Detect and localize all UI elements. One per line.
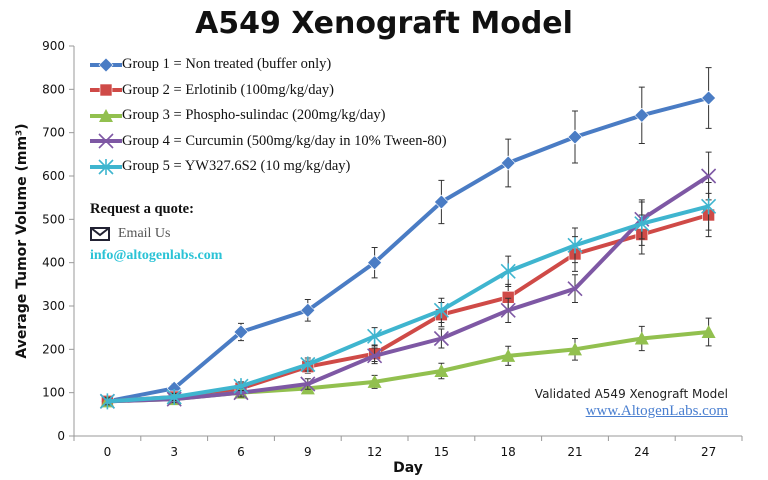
x-tick-label: 21	[567, 445, 582, 459]
square-marker	[99, 83, 113, 97]
x-tick-label: 3	[170, 445, 178, 459]
y-tick-label: 800	[42, 82, 65, 96]
x-tick-label: 15	[434, 445, 449, 459]
quote-box: Request a quote: Email Us info@altogenla…	[90, 201, 222, 264]
legend-swatch	[90, 133, 122, 149]
email-link[interactable]: Email Us	[90, 226, 222, 242]
star-marker	[233, 378, 249, 395]
legend-item: Group 2 = Erlotinib (100mg/kg/day)	[90, 78, 447, 104]
star-marker	[98, 158, 114, 175]
triangle-marker	[99, 108, 113, 122]
star-marker	[701, 198, 717, 215]
y-tick-label: 300	[42, 299, 65, 313]
diamond-marker	[98, 57, 114, 73]
watermark: Validated A549 Xenograft Model www.Altog…	[535, 387, 728, 420]
series-line	[107, 96, 710, 404]
y-tick-label: 600	[42, 169, 65, 183]
diamond-marker	[701, 90, 717, 106]
diamond-marker	[300, 302, 316, 318]
email-label: Email Us	[118, 226, 171, 241]
x-marker	[433, 330, 449, 347]
x-axis-label: Day	[393, 460, 423, 476]
series-line	[107, 204, 710, 404]
star-marker	[634, 215, 650, 232]
diamond-marker	[433, 194, 449, 210]
email-address[interactable]: info@altogenlabs.com	[90, 248, 223, 263]
x-tick-label: 0	[104, 445, 112, 459]
y-tick-label: 500	[42, 212, 65, 226]
x-tick-label: 24	[634, 445, 649, 459]
x-marker	[701, 168, 717, 184]
x-marker	[367, 348, 383, 364]
legend-label: Group 3 = Phospho-sulindac (200mg/kg/day…	[122, 107, 386, 124]
star-marker	[500, 263, 516, 280]
triangle-marker	[701, 325, 716, 338]
diamond-marker	[634, 107, 650, 123]
y-tick-label: 0	[57, 429, 65, 443]
star-marker	[300, 356, 316, 373]
legend-item: Group 5 = YW327.6S2 (10 mg/kg/day)	[90, 154, 447, 180]
y-tick-label: 700	[42, 126, 65, 140]
y-tick-label: 100	[42, 386, 65, 400]
star-marker	[367, 328, 383, 345]
series-4	[99, 151, 717, 409]
triangle-marker	[367, 374, 382, 388]
x-marker	[500, 302, 516, 318]
diamond-marker	[567, 129, 583, 145]
star-marker	[99, 393, 115, 410]
triangle-marker	[568, 342, 582, 356]
quote-heading: Request a quote:	[90, 201, 194, 217]
triangle-marker	[634, 331, 649, 345]
legend-label: Group 5 = YW327.6S2 (10 mg/kg/day)	[122, 158, 351, 175]
website-link[interactable]: www.AltogenLabs.com	[585, 403, 728, 419]
x-marker	[300, 376, 316, 392]
x-tick-label: 6	[237, 445, 245, 459]
legend-swatch	[90, 158, 122, 175]
legend-swatch	[90, 83, 122, 97]
legend-label: Group 2 = Erlotinib (100mg/kg/day)	[122, 81, 334, 98]
y-tick-label: 900	[42, 39, 65, 53]
legend: Group 1 = Non treated (buffer only) Group…	[90, 52, 447, 180]
star-marker	[166, 389, 182, 405]
triangle-marker	[501, 348, 516, 362]
x-tick-label: 18	[501, 445, 516, 459]
envelope-icon	[90, 227, 110, 241]
x-marker	[98, 133, 114, 149]
y-tick-label: 400	[42, 256, 65, 270]
diamond-marker	[367, 255, 383, 271]
x-tick-label: 9	[304, 445, 312, 459]
x-tick-label: 12	[367, 445, 382, 459]
star-marker	[567, 237, 583, 254]
x-marker	[567, 281, 583, 297]
x-tick-label: 27	[701, 445, 716, 459]
legend-item: Group 4 = Curcumin (500mg/kg/day in 10% …	[90, 129, 447, 155]
legend-item: Group 3 = Phospho-sulindac (200mg/kg/day…	[90, 103, 447, 129]
y-axis-label: Average Tumor Volume (mm³)	[14, 123, 30, 358]
y-tick-label: 200	[42, 342, 65, 356]
star-marker	[433, 302, 449, 319]
watermark-text: Validated A549 Xenograft Model	[534, 387, 728, 401]
diamond-marker	[233, 324, 249, 340]
series-5	[99, 182, 717, 410]
triangle-marker	[434, 364, 449, 377]
legend-item: Group 1 = Non treated (buffer only)	[90, 52, 447, 78]
legend-label: Group 1 = Non treated (buffer only)	[122, 56, 332, 73]
legend-swatch	[90, 57, 122, 73]
legend-swatch	[90, 108, 122, 122]
legend-label: Group 4 = Curcumin (500mg/kg/day in 10% …	[122, 132, 447, 149]
diamond-marker	[500, 155, 516, 171]
series-line	[107, 174, 710, 404]
chart-title: A549 Xenograft Model	[195, 6, 573, 41]
